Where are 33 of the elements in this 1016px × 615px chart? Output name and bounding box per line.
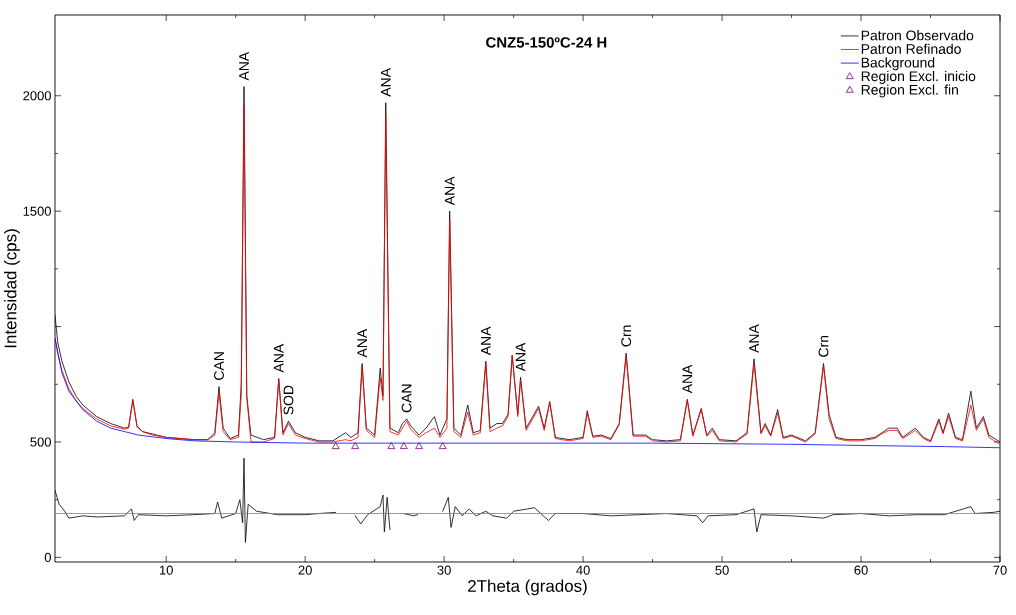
x-tick-label: 50 xyxy=(715,565,729,575)
legend-label: Patron Observado xyxy=(861,30,974,41)
y-tick-label: 0 xyxy=(44,552,51,562)
annotation: SOD xyxy=(283,385,294,415)
annotation: ANA xyxy=(682,364,693,394)
annotation: ANA xyxy=(481,326,491,356)
x-tick-label: 40 xyxy=(576,565,590,575)
x-tick-label: 30 xyxy=(437,565,451,575)
x-axis-title: 2Theta (grados) xyxy=(468,579,587,596)
legend-label: Region Excl. inicio xyxy=(861,70,976,84)
annotation: ANA xyxy=(444,176,455,206)
annotation: ANA xyxy=(515,342,526,372)
y-tick-label: 1500 xyxy=(23,206,51,216)
legend-label: Patron Refinado xyxy=(861,43,961,54)
x-tick-label: 10 xyxy=(159,565,173,575)
annotation: Crn xyxy=(621,325,632,347)
annotation: CAN xyxy=(214,352,224,380)
annotation: Crn xyxy=(818,335,829,357)
annotation: ANA xyxy=(357,328,367,358)
annotation: ANA xyxy=(273,343,284,373)
x-tick-label: 20 xyxy=(298,565,312,575)
annotation: CAN xyxy=(401,384,412,413)
annotation: ANA xyxy=(239,51,249,81)
legend-label: Background xyxy=(861,57,935,71)
y-tick-label: 500 xyxy=(30,437,51,447)
y-tick-label: 2000 xyxy=(23,91,51,101)
annotation: ANA xyxy=(380,68,391,97)
y-axis-title: Intensidad (cps) xyxy=(4,229,20,348)
x-tick-label: 70 xyxy=(993,565,1007,575)
x-tick-label: 60 xyxy=(854,565,868,575)
annotation: ANA xyxy=(749,324,759,353)
legend-label: Region Excl. fin xyxy=(861,84,958,98)
text: CNZ5-150ºC-24 H xyxy=(486,37,607,48)
